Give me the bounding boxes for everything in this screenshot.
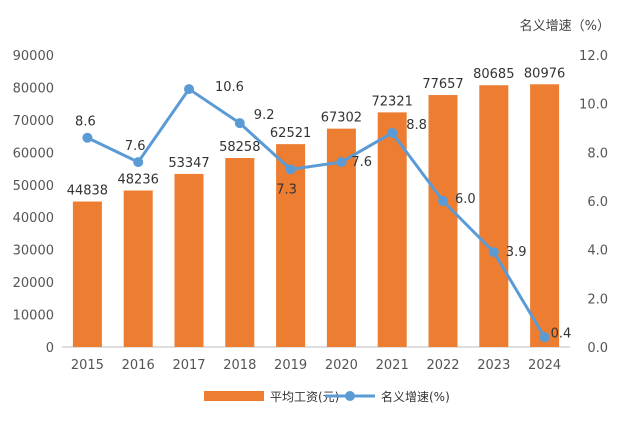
bar [174,173,204,347]
bar [72,201,102,347]
bar-data-labels: 44838 48236 53347 58258 62521 67302 72321 77657… [67,66,566,198]
legend-bar-swatch [204,391,264,401]
bar [377,112,407,347]
line-value-label: 0.4 [551,326,572,341]
line-point [184,84,194,95]
right-tick-label: 4.0 [587,244,608,259]
bar-value-label: 62521 [270,126,311,141]
bar [123,190,153,347]
line-point [133,157,144,168]
bar [276,144,306,347]
line-value-label: 10.6 [215,80,244,95]
left-tick-label: 90000 [13,49,54,64]
legend-bar-label: 平均工资(元) [270,390,339,404]
bar [428,95,458,348]
line-series [82,84,550,343]
bar-value-label: 58258 [219,140,260,155]
growth-line [86,87,546,339]
line-value-label: 8.6 [75,115,96,130]
right-tick-label: 0.0 [587,341,608,356]
line-value-label: 6.0 [455,192,476,207]
x-tick-label: 2024 [528,358,561,373]
line-value-label: 7.6 [351,155,372,170]
left-tick-label: 80000 [13,81,54,96]
legend-line-label: 名义增速(%) [381,389,450,404]
x-tick-label: 2021 [376,358,409,373]
bar [530,84,560,348]
bar-value-label: 53347 [168,156,209,171]
line-point [387,127,398,138]
bar-value-label: 80685 [473,67,514,82]
x-tick-label: 2018 [223,358,256,373]
line-value-label: 3.9 [506,245,527,260]
left-axis-ticks: 0 10000 20000 30000 40000 50000 60000 70000 8000… [13,49,54,356]
right-tick-label: 6.0 [587,195,608,210]
line-value-label: 9.2 [254,108,275,123]
left-tick-label: 30000 [13,244,54,259]
bar [225,157,255,347]
bar-value-label: 77657 [422,77,463,92]
right-tick-label: 10.0 [579,98,608,113]
x-tick-label: 2015 [71,358,104,373]
right-axis-title: 名义增速（%） [520,18,610,34]
left-tick-label: 60000 [13,146,54,161]
left-tick-label: 50000 [13,179,54,194]
line-value-label: 7.6 [125,139,146,154]
line-point [82,132,93,143]
bar-value-label: 48236 [118,173,159,188]
line-value-label: 8.8 [406,118,427,133]
x-tick-label: 2019 [274,358,307,373]
right-tick-label: 2.0 [587,292,608,307]
line-value-label: 7.3 [276,182,297,197]
x-axis-ticks: 2015 2016 2017 2018 2019 2020 2021 2022 2023 2024 [71,358,561,373]
bar-value-label: 67302 [321,111,362,126]
x-tick-label: 2020 [325,358,358,373]
bar-series [72,84,560,348]
x-tick-label: 2023 [477,358,510,373]
right-tick-label: 8.0 [587,146,608,161]
x-tick-label: 2016 [122,358,155,373]
x-tick-label: 2022 [426,358,459,373]
right-axis-ticks: 0.0 2.0 4.0 6.0 8.0 10.0 12.0 [579,49,608,356]
left-tick-label: 20000 [13,276,54,291]
legend: 平均工资(元) 名义增速(%) [204,389,450,404]
bar-value-label: 44838 [67,184,108,199]
left-tick-label: 10000 [13,309,54,324]
right-tick-label: 12.0 [579,49,608,64]
left-tick-label: 40000 [13,211,54,226]
line-data-labels: 8.6 7.6 10.6 9.2 7.3 7.6 8.8 6.0 3.9 0.4 [75,80,571,341]
line-point [539,332,550,343]
line-point [438,196,448,206]
bar [479,85,509,348]
line-point [488,247,499,258]
bar-value-label: 72321 [372,94,413,109]
line-point [234,118,245,129]
left-tick-label: 0 [46,341,54,356]
x-tick-label: 2017 [172,358,205,373]
bar-value-label: 80976 [524,66,565,81]
left-tick-label: 70000 [13,114,54,129]
legend-line-marker [345,391,355,401]
line-point [336,157,347,168]
line-point [285,164,296,175]
